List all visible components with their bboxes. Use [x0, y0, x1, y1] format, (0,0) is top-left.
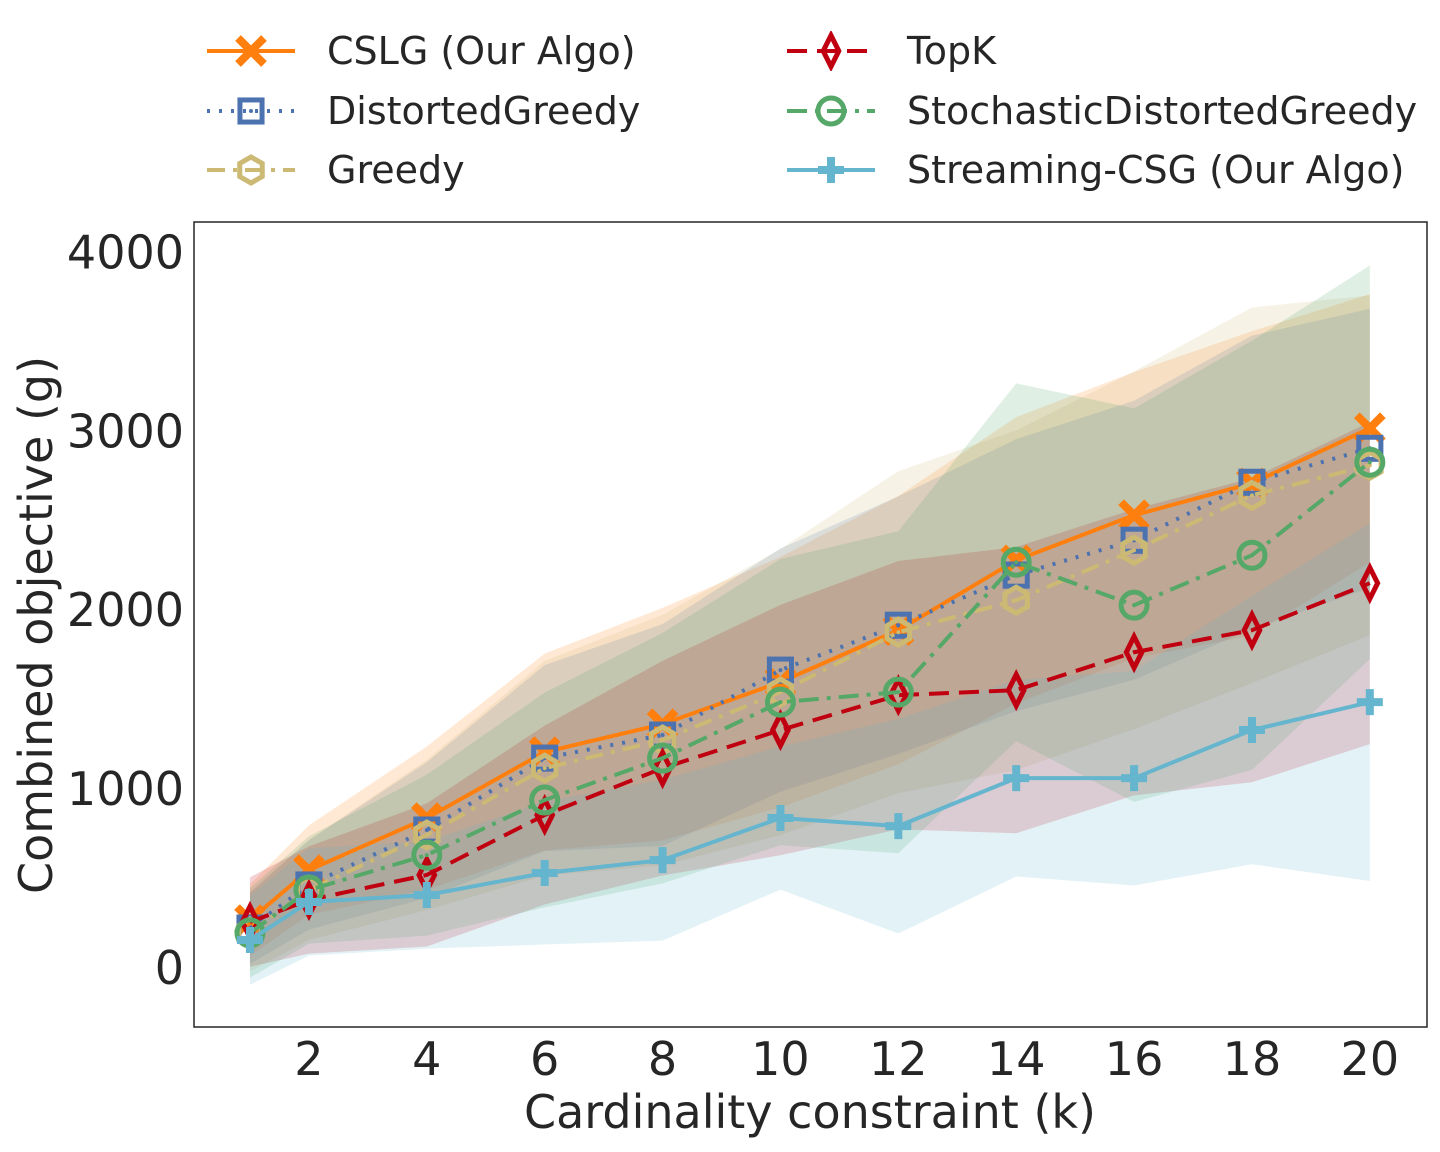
data-point	[887, 673, 909, 717]
legend-item: CSLG (Our Algo)	[205, 22, 636, 80]
data-point	[1238, 479, 1266, 512]
data-point	[413, 819, 441, 851]
y-ticks: 0 1000 2000 3000 4000	[67, 225, 184, 995]
x-tick-label: 8	[648, 1032, 677, 1086]
data-point	[1356, 434, 1384, 462]
data-point	[766, 676, 795, 709]
legend-label: StochasticDistortedGreedy	[907, 89, 1418, 133]
data-point	[649, 847, 676, 874]
data-point	[1359, 561, 1381, 605]
data-point	[298, 878, 320, 922]
data-point	[1120, 534, 1148, 567]
data-point	[1000, 546, 1032, 578]
data-point	[1238, 717, 1265, 744]
legend: CSLG (Our Algo) DistortedGreedy Greedy TopK…	[205, 22, 1435, 202]
data-point	[764, 686, 796, 718]
series-4	[234, 446, 1386, 949]
data-point	[1118, 589, 1150, 621]
data-point	[1005, 668, 1027, 712]
data-point	[882, 676, 914, 708]
x-tick-label: 18	[1223, 1032, 1282, 1086]
legend-item: Streaming-CSG (Our Algo)	[785, 141, 1404, 199]
legend-label: CSLG (Our Algo)	[327, 29, 636, 73]
x-tick-label: 20	[1341, 1032, 1400, 1086]
plot-frame	[193, 221, 1428, 1028]
y-tick-label: 1000	[67, 762, 184, 816]
legend-swatch-icon	[207, 97, 295, 125]
data-point	[413, 881, 440, 908]
y-tick-label: 4000	[67, 225, 184, 279]
legend-item: Greedy	[205, 141, 465, 199]
y-axis-label: Combined objective (g)	[9, 356, 63, 894]
legend-item: TopK	[785, 22, 996, 80]
legend-label: DistortedGreedy	[327, 89, 641, 133]
data-point	[1003, 765, 1030, 792]
legend-marker	[818, 157, 844, 183]
data-point	[1356, 689, 1383, 716]
series-line	[248, 460, 1372, 935]
std-band	[249, 422, 1370, 967]
legend-label: Streaming-CSG (Our Algo)	[907, 148, 1405, 192]
data-point	[651, 746, 674, 790]
data-point	[1236, 539, 1268, 571]
std-band	[249, 523, 1370, 985]
x-tick-label: 6	[530, 1032, 559, 1086]
data-point	[1123, 631, 1145, 674]
legend-swatch-icon	[787, 157, 875, 183]
legend-marker	[820, 31, 842, 71]
data-point	[647, 742, 679, 774]
y-tick-label: 3000	[67, 404, 184, 458]
legend-swatch-icon	[207, 35, 295, 67]
data-point	[1002, 584, 1030, 617]
legend-swatch-icon	[207, 154, 295, 186]
data-point	[1118, 499, 1150, 532]
series-lines	[234, 412, 1386, 954]
legend-item: DistortedGreedy	[205, 82, 640, 140]
x-tick-label: 10	[751, 1032, 810, 1086]
x-tick-label: 2	[294, 1032, 323, 1086]
data-point	[530, 752, 559, 785]
legend-label: Greedy	[327, 148, 465, 192]
x-tick-label: 4	[412, 1032, 441, 1086]
y-tick-label: 0	[155, 941, 184, 995]
legend-marker	[237, 97, 265, 125]
data-point	[1354, 446, 1386, 478]
data-point	[885, 813, 912, 840]
data-point	[295, 888, 322, 915]
data-point	[1121, 765, 1148, 792]
x-ticks: 2 4 6 8 10 12 14 16 18 20	[294, 1032, 1399, 1086]
y-tick-label: 2000	[67, 583, 184, 637]
data-point	[236, 927, 263, 954]
legend-label: TopK	[907, 29, 997, 73]
legend-marker	[815, 95, 847, 127]
x-tick-label: 14	[987, 1032, 1046, 1086]
legend-swatch-icon	[787, 31, 875, 71]
data-point	[1241, 609, 1263, 652]
data-point	[1238, 468, 1266, 496]
data-point	[531, 859, 558, 886]
x-axis-label: Cardinality constraint (k)	[524, 1085, 1096, 1139]
data-point	[767, 805, 794, 832]
data-point	[884, 616, 913, 649]
series-line	[249, 581, 1371, 924]
data-point	[769, 708, 792, 752]
legend-marker	[235, 35, 267, 67]
data-point	[529, 784, 561, 816]
std-band	[249, 294, 1370, 956]
series-2	[236, 449, 1384, 948]
x-tick-label: 12	[869, 1032, 928, 1086]
std-bands	[249, 265, 1370, 985]
data-point	[411, 839, 443, 871]
x-tick-label: 16	[1105, 1032, 1164, 1086]
legend-item: StochasticDistortedGreedy	[785, 82, 1417, 140]
series-5	[236, 689, 1383, 954]
legend-marker	[237, 154, 265, 186]
legend-swatch-icon	[787, 95, 875, 127]
